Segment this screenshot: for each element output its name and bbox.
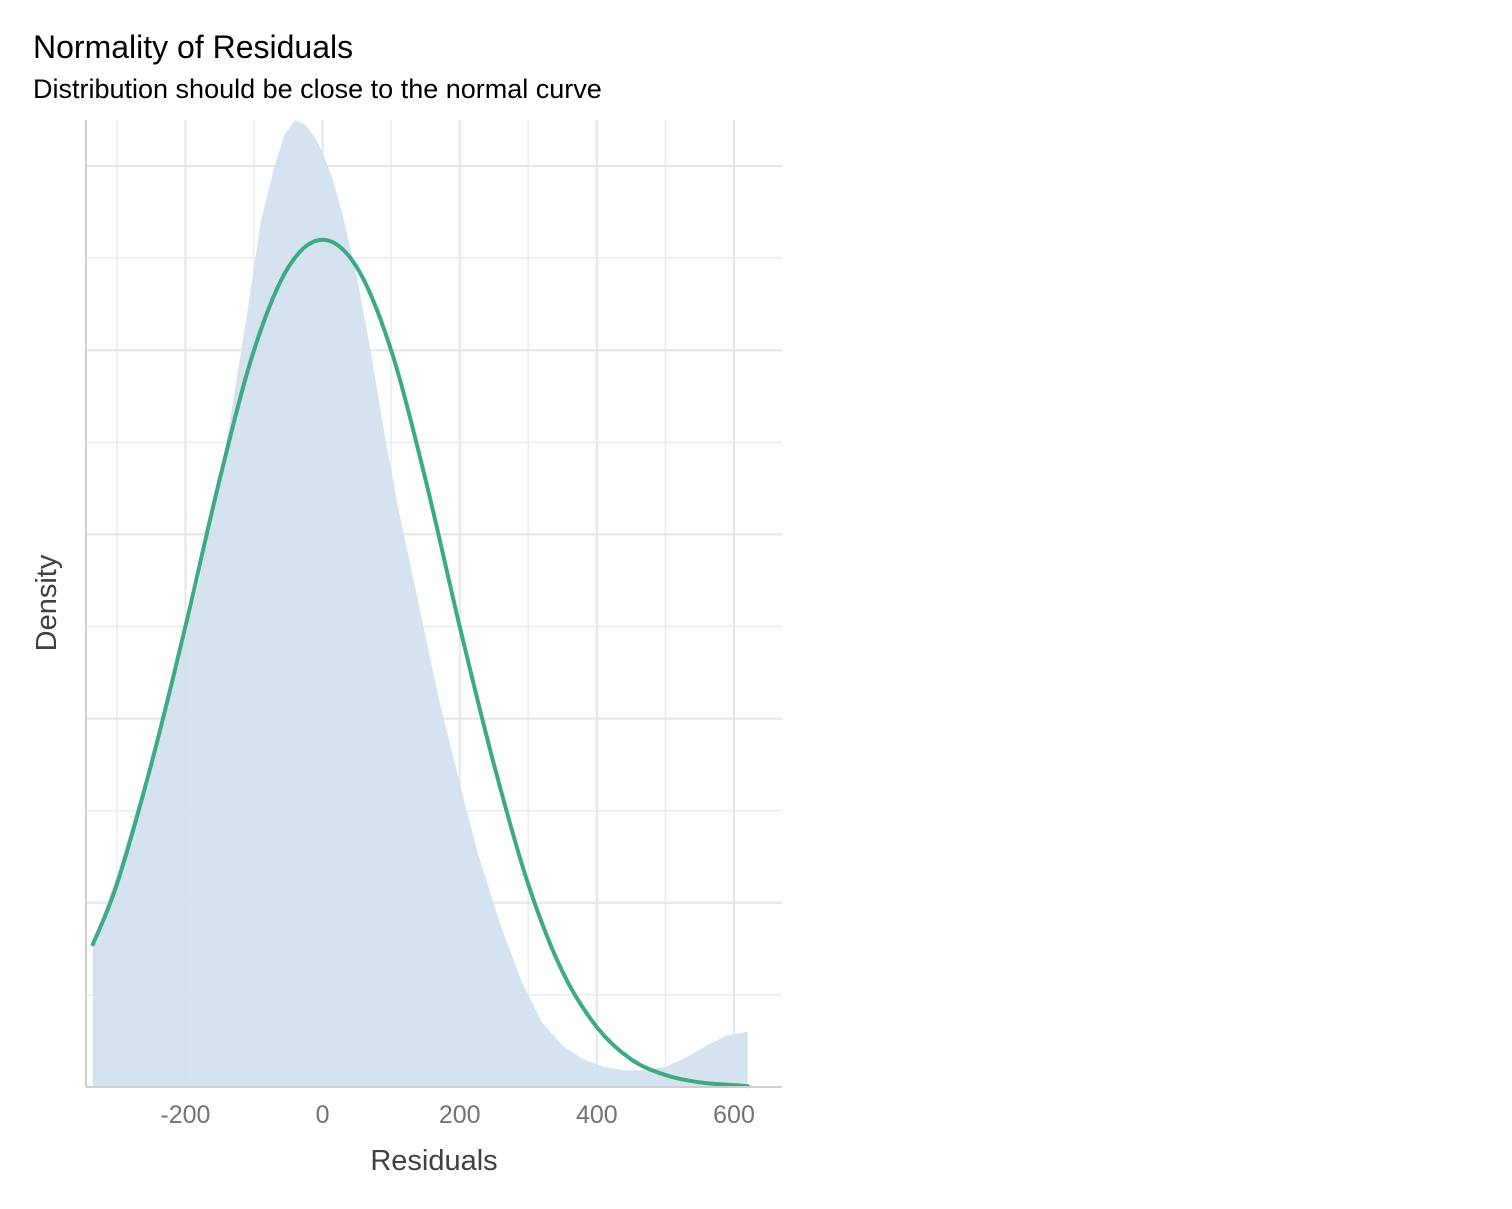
x-tick-label: -200 (160, 1101, 210, 1129)
density-area (92, 120, 748, 1087)
chart-subtitle: Distribution should be close to the norm… (33, 74, 602, 104)
x-tick-label: 400 (576, 1101, 618, 1129)
chart-title: Normality of Residuals (33, 29, 353, 65)
axes (85, 120, 782, 1088)
x-axis-title: Residuals (370, 1145, 497, 1177)
y-axis-title: Density (31, 554, 63, 651)
normal-curve-layer (90, 237, 750, 1089)
x-tick-label: 0 (316, 1101, 330, 1129)
density-area-layer (92, 120, 748, 1087)
x-tick-labels: -200 0 200 400 600 (160, 1101, 754, 1129)
x-tick-label: 200 (439, 1101, 481, 1129)
normal-curve-line (90, 237, 750, 1089)
x-tick-label: 600 (713, 1101, 755, 1129)
